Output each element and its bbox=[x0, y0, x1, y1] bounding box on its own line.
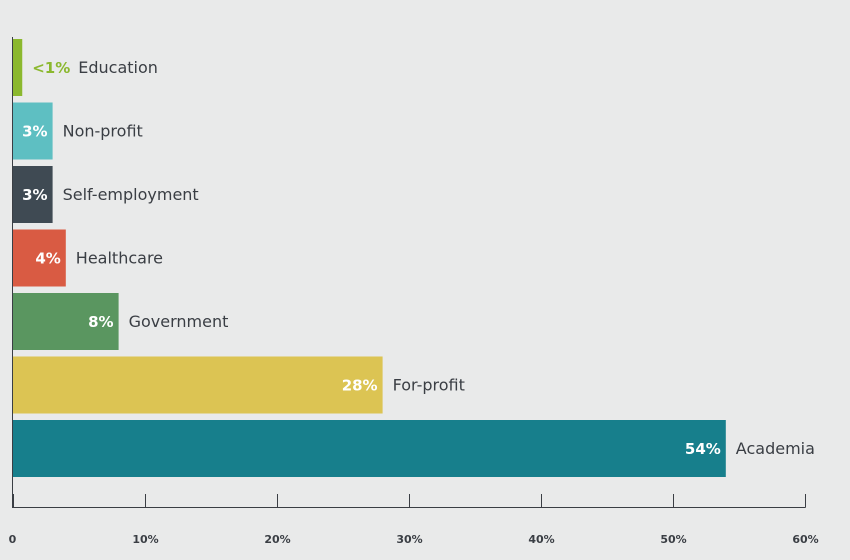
bar-group-government: 8% Government bbox=[13, 293, 228, 350]
bar bbox=[13, 420, 726, 477]
bar-group-academia: 54% Academia bbox=[13, 420, 815, 477]
category-label: Self-employment bbox=[63, 185, 199, 204]
bar bbox=[13, 39, 23, 96]
value-label: <1% bbox=[32, 59, 70, 77]
x-tick-label: 40% bbox=[528, 533, 554, 546]
bar-group-for-profit: 28% For-profit bbox=[13, 356, 465, 414]
bar bbox=[13, 166, 53, 223]
category-label: Non-profit bbox=[63, 122, 143, 141]
value-label: 28% bbox=[342, 377, 378, 395]
category-label: Government bbox=[129, 312, 229, 331]
bar bbox=[13, 293, 119, 350]
x-tick-label: 10% bbox=[132, 533, 158, 546]
category-label: Education bbox=[78, 58, 158, 77]
x-tick-label: 30% bbox=[396, 533, 422, 546]
category-label: Academia bbox=[736, 439, 815, 458]
value-label: 8% bbox=[88, 313, 113, 331]
value-label: 4% bbox=[35, 250, 60, 268]
x-tick-label: 20% bbox=[264, 533, 290, 546]
x-axis: 0 10% 20% 30% 40% 50% 60% bbox=[9, 494, 819, 546]
category-label: Healthcare bbox=[76, 249, 163, 268]
bar bbox=[13, 229, 66, 287]
bar-group-healthcare: 4% Healthcare bbox=[13, 229, 163, 287]
bar-group-self-employment: 3% Self-employment bbox=[13, 166, 199, 223]
bar-group-education: <1% Education bbox=[13, 39, 158, 96]
x-tick-label: 60% bbox=[792, 533, 818, 546]
x-tick-label: 0 bbox=[9, 533, 17, 546]
bar bbox=[13, 356, 383, 414]
value-label: 54% bbox=[685, 440, 721, 458]
bar-group-non-profit: 3% Non-profit bbox=[13, 102, 143, 160]
value-label: 3% bbox=[22, 123, 47, 141]
value-label: 3% bbox=[22, 186, 47, 204]
bars-group: <1% Education 3% Non-profit 3% Self-employmen… bbox=[13, 39, 815, 477]
bar bbox=[13, 102, 53, 160]
category-label: For-profit bbox=[393, 376, 465, 395]
x-tick-label: 50% bbox=[660, 533, 686, 546]
